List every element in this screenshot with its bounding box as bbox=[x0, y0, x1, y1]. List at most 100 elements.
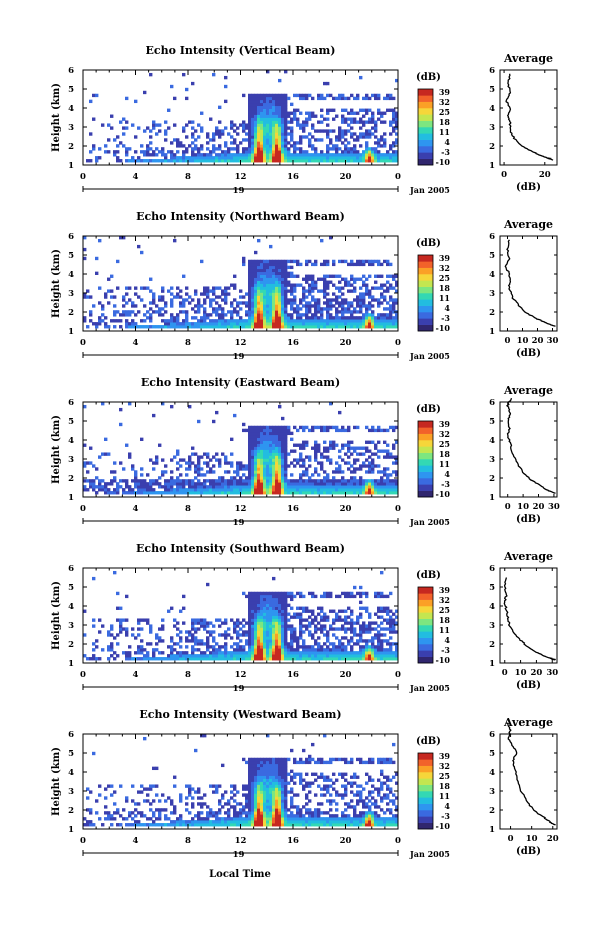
heatmap-cell bbox=[284, 612, 288, 616]
heatmap-cell bbox=[320, 156, 324, 160]
heatmap-cell bbox=[272, 491, 276, 495]
heatmap-cell bbox=[260, 609, 264, 613]
heatmap-cell bbox=[257, 120, 261, 124]
heatmap-cell bbox=[227, 654, 231, 658]
heatmap-cell bbox=[389, 482, 393, 486]
heatmap-cell bbox=[143, 479, 147, 483]
heatmap-cell bbox=[158, 307, 162, 311]
heatmap-cell bbox=[98, 238, 102, 243]
heatmap-cell bbox=[311, 648, 315, 652]
heatmap-cell bbox=[245, 630, 249, 634]
heatmap-cell bbox=[344, 322, 348, 326]
heatmap-cell bbox=[341, 609, 345, 613]
heatmap-cell bbox=[266, 123, 270, 127]
heatmap-cell bbox=[257, 322, 261, 326]
heatmap-cell bbox=[209, 654, 213, 658]
heatmap-cell bbox=[290, 319, 294, 323]
heatmap-cell bbox=[278, 150, 282, 154]
heatmap-cell bbox=[278, 96, 282, 101]
heatmap-cell bbox=[194, 322, 198, 326]
x-tick-label: 16 bbox=[287, 670, 299, 680]
heatmap-cell bbox=[167, 479, 171, 483]
heatmap-cell bbox=[374, 633, 378, 637]
colorbar-tick-label: 4 bbox=[444, 635, 450, 645]
heatmap-cell bbox=[179, 144, 183, 148]
heatmap-cell bbox=[272, 485, 276, 489]
heatmap-cell bbox=[341, 485, 345, 489]
heatmap-cell bbox=[326, 485, 330, 489]
heatmap-cell bbox=[215, 325, 219, 329]
heatmap-cell bbox=[200, 485, 204, 489]
heatmap-cell bbox=[284, 455, 288, 459]
heatmap-cell bbox=[383, 259, 387, 264]
heatmap-cell bbox=[212, 147, 216, 151]
heatmap-cell bbox=[245, 621, 249, 625]
heatmap-cell bbox=[290, 431, 294, 436]
heatmap-cell bbox=[323, 651, 327, 655]
heatmap-cell bbox=[320, 238, 324, 243]
heatmap-cell bbox=[368, 657, 372, 661]
heatmap-cell bbox=[266, 277, 270, 281]
heatmap-cell bbox=[266, 307, 270, 311]
heatmap-cell bbox=[122, 298, 126, 302]
heatmap-cell bbox=[116, 482, 120, 486]
heatmap-cell bbox=[161, 624, 165, 628]
heatmap-cell bbox=[179, 479, 183, 483]
heatmap-cell bbox=[242, 256, 246, 261]
y-tick-label: 5 bbox=[68, 85, 74, 95]
heatmap-cell bbox=[311, 313, 315, 317]
heatmap-cell bbox=[302, 657, 306, 661]
heatmap-cell bbox=[215, 410, 219, 415]
heatmap-cell bbox=[263, 464, 267, 468]
heatmap-cell bbox=[110, 648, 114, 652]
heatmap-cell bbox=[260, 615, 264, 619]
heatmap-cell bbox=[299, 476, 303, 480]
heatmap-cell bbox=[275, 144, 279, 148]
heatmap-cell bbox=[248, 440, 252, 444]
heatmap-cell bbox=[248, 259, 252, 264]
heatmap-cell bbox=[359, 325, 363, 329]
heatmap-cell bbox=[272, 316, 276, 320]
heatmap-cell bbox=[353, 159, 357, 163]
heatmap-cell bbox=[125, 594, 129, 599]
heatmap-cell bbox=[374, 120, 378, 124]
heatmap-cell bbox=[218, 476, 222, 480]
colorbar-tick-label: 25 bbox=[439, 107, 450, 117]
heatmap-cell bbox=[137, 820, 141, 824]
heatmap-cell bbox=[356, 639, 360, 643]
heatmap-cell bbox=[146, 485, 150, 489]
heatmap-cell bbox=[374, 96, 378, 101]
heatmap-cell bbox=[308, 428, 312, 433]
heatmap-cell bbox=[326, 446, 330, 450]
heatmap-cell bbox=[170, 156, 174, 160]
heatmap-cell bbox=[281, 621, 285, 625]
heatmap-cell bbox=[311, 295, 315, 299]
heatmap-cell bbox=[287, 464, 291, 468]
heatmap-cell bbox=[83, 633, 87, 637]
heatmap-cell bbox=[251, 473, 255, 477]
heatmap-cell bbox=[293, 325, 297, 329]
heatmap-cell bbox=[263, 259, 267, 264]
heatmap-cell bbox=[152, 153, 156, 157]
heatmap-cell bbox=[380, 651, 384, 655]
heatmap-cell bbox=[290, 286, 294, 290]
heatmap-cell bbox=[332, 298, 336, 302]
heatmap-cell bbox=[248, 301, 252, 305]
heatmap-cell bbox=[269, 648, 273, 652]
heatmap-cell bbox=[236, 461, 240, 465]
heatmap-cell bbox=[314, 129, 318, 133]
heatmap-cell bbox=[392, 301, 396, 305]
heatmap-cell bbox=[185, 123, 189, 127]
heatmap-cell bbox=[368, 461, 372, 465]
heatmap-cell bbox=[215, 485, 219, 489]
heatmap-cell bbox=[254, 648, 258, 652]
heatmap-cell bbox=[185, 479, 189, 483]
heatmap-cell bbox=[326, 81, 330, 86]
heatmap-cell bbox=[272, 461, 276, 465]
heatmap-cell bbox=[335, 313, 339, 317]
heatmap-cell bbox=[251, 452, 255, 456]
heatmap-cell bbox=[251, 316, 255, 320]
heatmap-cell bbox=[251, 295, 255, 299]
heatmap-cell bbox=[149, 277, 153, 281]
heatmap-cell bbox=[350, 262, 354, 267]
